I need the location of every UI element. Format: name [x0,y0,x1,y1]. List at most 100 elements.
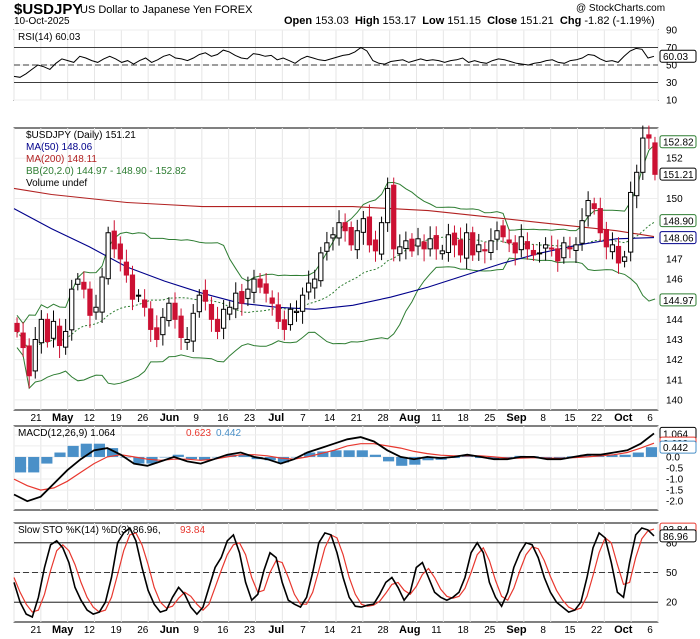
candle [135,294,142,297]
x-tick-label: 21 [351,625,363,636]
candle [148,308,154,330]
candle [69,288,75,331]
close-value: 151.21 [520,15,554,27]
candle [263,283,269,294]
x-tick-label: 21 [30,625,42,636]
price-last-value: 151.21 [663,170,694,181]
candle [93,306,99,313]
price-legend-item: MA(200) 148.11 [26,154,97,165]
bb-lower [16,257,656,390]
candle [628,191,634,253]
candle [634,171,640,197]
candle [585,200,591,217]
x-tick-label: 7 [300,625,306,636]
x-tick-label: 7 [300,413,306,424]
candle [421,241,427,250]
symbol-description: US Dollar to Japanese Yen FOREX [80,4,253,16]
bb-middle [16,221,656,353]
candle [573,244,579,251]
stoch-d-legend: 93.84 [180,525,205,536]
macd-hist-bar [343,450,355,457]
x-tick-label: 18 [458,413,470,424]
macd-hist-bar [199,456,211,461]
candle [518,236,524,251]
candle [415,238,421,247]
x-tick-label: 28 [377,625,389,636]
macd-hist-bar [185,456,197,460]
price-last-value-box [659,293,697,307]
macd-hist-bar [383,456,395,462]
y-tick-label: -2.0 [666,497,684,508]
x-tick-label: 6 [647,413,653,424]
x-tick-label: Jun [160,412,180,424]
candle [470,232,476,256]
candle [38,318,44,344]
candle [372,239,379,252]
x-tick-label: Sep [506,412,526,424]
x-tick-label: 8 [540,413,546,424]
price-legend-item: BB(20,2.0) 144.97 - 148.90 - 152.82 [26,166,187,177]
x-tick-label: 6 [647,625,653,636]
x-tick-label: 12 [84,413,96,424]
candle [184,339,190,343]
candle [652,142,658,175]
candle [378,222,385,255]
macd-hist-bar [15,456,27,473]
candle [318,252,324,282]
x-tick-label: 23 [244,413,256,424]
candle [117,243,123,260]
x-tick-label: 21 [351,413,363,424]
macd-hist-bar [172,454,184,457]
candle [220,308,227,329]
macd-hist-bar [369,454,381,457]
candle [141,299,148,308]
y-tick-label: 70 [666,43,678,54]
high-label: High [354,15,380,27]
candle [227,306,233,315]
candle [433,235,439,250]
y-tick-label: -1.5 [666,486,684,497]
y-tick-label: 144 [666,315,683,326]
x-tick-label: May [52,624,74,636]
y-tick-label: 90 [666,26,678,37]
candle [494,230,500,240]
y-tick-label: 50 [666,61,678,72]
y-tick-label: 50 [666,568,678,579]
y-tick-label: 150 [666,194,683,205]
macd-hist-bar [330,450,342,457]
stoch-k-last-value: 86.96 [663,532,688,543]
candle [111,230,117,250]
x-tick-label: 19 [111,625,123,636]
x-tick-label: 11 [431,413,442,424]
chg-label: Chg [559,15,582,27]
candle [500,225,506,238]
candle [482,249,488,252]
x-tick-label: 14 [324,413,336,424]
candle [214,318,221,332]
price-last-value: 148.06 [663,234,694,245]
candle [172,302,178,320]
rsi-line [13,46,655,78]
candle [251,278,257,293]
candle [348,227,354,246]
x-tick-label: Aug [399,412,420,424]
candle [385,187,391,224]
candle [196,294,202,313]
chart-date: 10-Oct-2025 [14,16,70,27]
x-tick-label: 14 [324,625,336,636]
macd-hist-bar [645,447,657,457]
macd-hist-last-value: 0.442 [663,443,688,454]
candle [549,247,555,250]
candle [20,332,26,349]
close-label: Close [487,15,518,27]
candle [154,327,160,340]
candle [245,288,251,299]
x-tick-label: 26 [137,413,149,424]
candle [530,249,537,256]
macd-line [13,432,655,503]
macd-hist-bar [159,456,171,458]
candle [166,302,172,322]
macd-hist-bar [93,443,105,457]
candle [506,239,512,244]
candle [403,240,409,249]
